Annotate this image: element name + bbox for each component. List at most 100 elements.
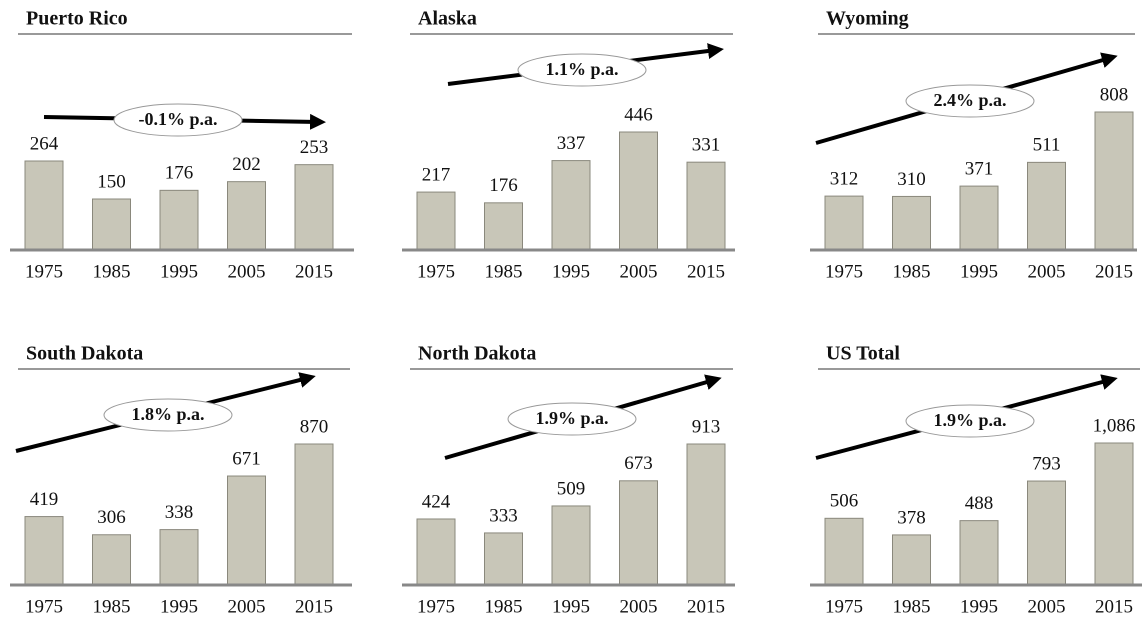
x-tick-label: 2015 bbox=[687, 261, 725, 282]
value-label: 808 bbox=[1100, 84, 1129, 105]
x-tick-label: 2005 bbox=[1028, 596, 1066, 617]
annotation: 1.1% p.a. bbox=[545, 59, 618, 79]
chart-title: North Dakota bbox=[418, 343, 536, 365]
annotation: 2.4% p.a. bbox=[933, 90, 1006, 110]
x-tick-label: 1995 bbox=[552, 596, 590, 617]
bar bbox=[294, 164, 334, 250]
chart-title: South Dakota bbox=[26, 343, 143, 365]
bar bbox=[824, 195, 864, 250]
value-label: 1,086 bbox=[1093, 415, 1136, 436]
value-label: 870 bbox=[300, 416, 329, 437]
chart-title: Puerto Rico bbox=[26, 8, 128, 30]
x-tick-label: 2015 bbox=[1095, 596, 1133, 617]
annotation-bubble bbox=[517, 53, 647, 87]
bar bbox=[1027, 161, 1066, 250]
value-label: 371 bbox=[965, 158, 994, 179]
value-label: 793 bbox=[1032, 453, 1061, 474]
value-label: 913 bbox=[692, 416, 721, 437]
value-label: 150 bbox=[97, 171, 126, 192]
annotation: 1.8% p.a. bbox=[131, 404, 204, 424]
annotation-bubble bbox=[103, 398, 233, 432]
bar bbox=[416, 191, 456, 250]
value-label: 264 bbox=[30, 133, 59, 154]
x-tick-label: 1985 bbox=[485, 261, 523, 282]
annotation-bubble bbox=[905, 404, 1035, 438]
x-tick-label: 1975 bbox=[417, 596, 455, 617]
x-tick-label: 1985 bbox=[893, 596, 931, 617]
annotation-bubble bbox=[507, 402, 637, 436]
value-label: 506 bbox=[830, 491, 859, 512]
chart-title: Wyoming bbox=[826, 8, 909, 30]
chart-title: Alaska bbox=[418, 8, 477, 30]
value-label: 671 bbox=[232, 448, 261, 469]
x-tick-label: 1975 bbox=[25, 261, 63, 282]
value-label: 331 bbox=[692, 135, 721, 156]
bar bbox=[892, 534, 931, 585]
x-tick-label: 2005 bbox=[228, 261, 266, 282]
x-tick-label: 2005 bbox=[620, 596, 658, 617]
x-tick-label: 1975 bbox=[417, 261, 455, 282]
value-label: 378 bbox=[897, 507, 926, 528]
bar bbox=[24, 516, 64, 585]
value-label: 419 bbox=[30, 489, 59, 510]
x-tick-label: 1995 bbox=[160, 261, 198, 282]
value-label: 488 bbox=[965, 493, 994, 514]
bar bbox=[484, 532, 523, 585]
bar bbox=[159, 529, 199, 585]
value-label: 310 bbox=[897, 169, 926, 190]
bar bbox=[892, 195, 931, 250]
x-tick-label: 1985 bbox=[485, 596, 523, 617]
x-tick-label: 1995 bbox=[960, 596, 998, 617]
bar bbox=[92, 198, 131, 250]
bar bbox=[1027, 480, 1066, 585]
x-tick-label: 2005 bbox=[228, 596, 266, 617]
bar bbox=[416, 518, 456, 585]
x-tick-label: 2015 bbox=[687, 596, 725, 617]
bar bbox=[1094, 442, 1134, 585]
bar bbox=[686, 443, 726, 585]
bar bbox=[159, 189, 199, 250]
x-tick-label: 2015 bbox=[295, 261, 333, 282]
bar bbox=[959, 520, 999, 585]
value-label: 202 bbox=[232, 154, 261, 175]
bar bbox=[824, 517, 864, 585]
bar bbox=[551, 160, 591, 250]
value-label: 424 bbox=[422, 491, 451, 512]
value-label: 333 bbox=[489, 505, 518, 526]
value-label: 511 bbox=[1033, 135, 1061, 156]
x-tick-label: 1995 bbox=[160, 596, 198, 617]
value-label: 176 bbox=[489, 175, 518, 196]
bar bbox=[959, 185, 999, 250]
bar bbox=[92, 534, 131, 585]
bar bbox=[619, 131, 658, 250]
x-tick-label: 1975 bbox=[25, 596, 63, 617]
value-label: 217 bbox=[422, 164, 451, 185]
annotation-bubble bbox=[905, 84, 1035, 118]
bar bbox=[1094, 111, 1134, 250]
x-tick-label: 1985 bbox=[93, 596, 131, 617]
value-label: 306 bbox=[97, 507, 126, 528]
bar bbox=[551, 505, 591, 585]
x-tick-label: 2005 bbox=[1028, 261, 1066, 282]
x-tick-label: 2005 bbox=[620, 261, 658, 282]
value-label: 312 bbox=[830, 168, 859, 189]
bar bbox=[294, 443, 334, 585]
x-tick-label: 1985 bbox=[893, 261, 931, 282]
x-tick-label: 1975 bbox=[825, 261, 863, 282]
chart-title: US Total bbox=[826, 343, 900, 365]
annotation: 1.9% p.a. bbox=[933, 410, 1006, 430]
bar bbox=[227, 475, 266, 585]
bar bbox=[619, 480, 658, 585]
bar bbox=[484, 202, 523, 250]
value-label: 446 bbox=[624, 104, 653, 125]
x-tick-label: 2015 bbox=[295, 596, 333, 617]
x-tick-label: 1975 bbox=[825, 596, 863, 617]
value-label: 509 bbox=[557, 478, 586, 499]
value-label: 673 bbox=[624, 453, 653, 474]
x-tick-label: 1985 bbox=[93, 261, 131, 282]
bar bbox=[227, 181, 266, 250]
annotation-bubble bbox=[113, 103, 243, 137]
value-label: 337 bbox=[557, 133, 586, 154]
value-label: 176 bbox=[165, 163, 194, 184]
